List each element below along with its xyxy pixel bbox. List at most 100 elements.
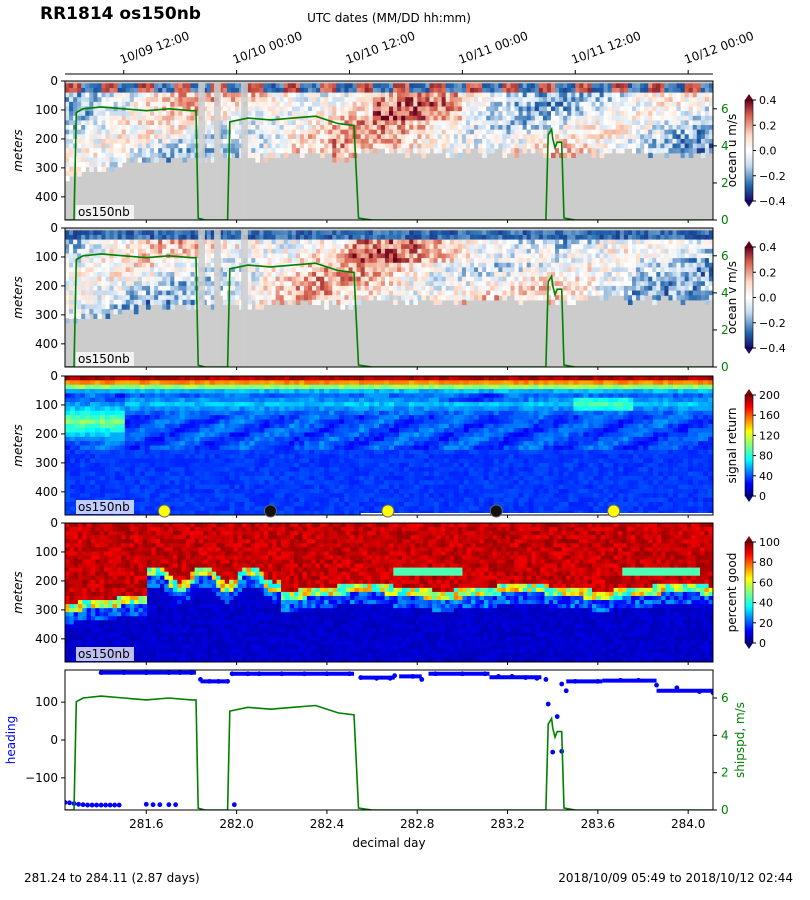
heatmap-cell: [433, 239, 439, 245]
heatmap-cell: [534, 244, 540, 250]
heatmap-cell: [202, 230, 208, 236]
heatmap-cell: [482, 239, 487, 245]
heatmap-cell: [384, 267, 390, 273]
heatmap-cell: [336, 295, 341, 301]
heatmap-cell: [69, 313, 74, 319]
heatmap-cell: [494, 276, 499, 282]
heatmap-cell: [486, 148, 491, 154]
heatmap-cell: [69, 157, 74, 163]
heatmap-cell: [190, 143, 196, 149]
heatmap-cell: [303, 92, 309, 98]
heatmap-cell: [567, 239, 572, 245]
heatmap-cell: [486, 125, 491, 131]
heatmap-cell: [267, 87, 273, 94]
heatmap-cell: [368, 272, 374, 278]
heatmap-cell: [190, 285, 196, 292]
heatmap-cell: [137, 258, 143, 264]
heatmap-cell: [113, 267, 119, 273]
heatmap-cell: [299, 152, 305, 159]
heatmap-cell: [538, 230, 544, 236]
heatmap-cell: [344, 125, 350, 131]
heatmap-cell: [328, 87, 333, 94]
heatmap-cell: [380, 134, 386, 140]
heatmap-cell: [542, 134, 548, 140]
heatmap-cell: [409, 248, 414, 255]
heatmap-cell: [522, 248, 528, 255]
heatmap-cell: [482, 295, 487, 301]
heatmap-cell: [607, 276, 613, 282]
heatmap-cell: [263, 83, 269, 89]
heatmap-cell: [275, 253, 281, 259]
heatmap-cell: [137, 125, 143, 131]
heatmap-cell: [141, 97, 147, 103]
heatmap-cell: [275, 230, 281, 236]
heatmap-cell: [97, 299, 103, 306]
heatmap-cell: [166, 125, 171, 131]
heatmap-cell: [222, 83, 228, 89]
heatmap-cell: [486, 92, 491, 98]
heatmap-cell: [708, 120, 713, 126]
heatmap-cell: [154, 115, 159, 121]
heatmap-cell: [174, 152, 179, 159]
heatmap-cell: [247, 258, 252, 264]
heatmap-cell: [494, 120, 499, 126]
heatmap-cell: [465, 258, 471, 264]
heatmap-cell: [178, 244, 184, 250]
heatmap-cell: [340, 253, 346, 259]
heatmap-cell: [518, 101, 524, 108]
heatmap-cell: [174, 230, 179, 236]
heatmap-cell: [121, 148, 127, 154]
heatmap-cell: [190, 101, 196, 108]
heatmap-cell: [368, 290, 374, 296]
heatmap-cell: [263, 230, 269, 236]
heatmap-cell: [162, 87, 167, 94]
heatmap-cell: [700, 138, 706, 145]
heatmap-cell: [526, 239, 532, 245]
heatmap-cell: [583, 120, 589, 126]
heatmap-cell: [664, 83, 670, 89]
heatmap-cell: [510, 272, 516, 278]
heatmap-cell: [101, 143, 107, 149]
heatmap-cell: [445, 92, 451, 98]
heatmap-cell: [656, 134, 661, 140]
heatmap-cell: [490, 281, 495, 287]
heatmap-cell: [498, 272, 503, 278]
heatmap-cell: [644, 106, 649, 112]
heatmap-cell: [129, 239, 135, 245]
plot-frame: [64, 80, 714, 221]
heatmap-cell: [336, 97, 341, 103]
heatmap-cell: [186, 152, 192, 159]
heatmap-cell: [320, 106, 325, 112]
heatmap-cell: [101, 101, 107, 108]
heatmap-cell: [150, 281, 155, 287]
heatmap-cell: [453, 253, 459, 259]
heatmap-cell: [401, 239, 406, 245]
heatmap-cell: [522, 111, 528, 117]
heatmap-cell: [538, 262, 544, 268]
heatmap-cell: [704, 125, 710, 131]
heatmap-cell: [299, 285, 305, 292]
heatmap-cell: [65, 318, 70, 324]
heatmap-cell: [162, 120, 167, 126]
heatmap-cell: [518, 83, 524, 89]
heatmap-cell: [166, 111, 171, 117]
heatmap-cell: [308, 83, 313, 89]
heatmap-cell: [247, 129, 252, 135]
heatmap-cell: [336, 148, 341, 154]
heatmap-cell: [125, 239, 131, 245]
heatmap-cell: [680, 272, 686, 278]
heatmap-cell: [490, 267, 495, 273]
heatmap-cell: [611, 234, 617, 241]
heatmap-cell: [571, 143, 576, 149]
heatmap-cell: [437, 87, 443, 94]
heatmap-cell: [563, 106, 568, 112]
heatmap-cell: [429, 101, 435, 108]
heatmap-cell: [680, 285, 686, 292]
heatmap-cell: [218, 148, 224, 154]
heatmap-cell: [571, 248, 576, 255]
heatmap-cell: [77, 157, 82, 163]
heatmap-cell: [542, 92, 548, 98]
heatmap-cell: [364, 230, 370, 236]
heatmap-cell: [607, 138, 613, 145]
heatmap-cell: [137, 97, 143, 103]
